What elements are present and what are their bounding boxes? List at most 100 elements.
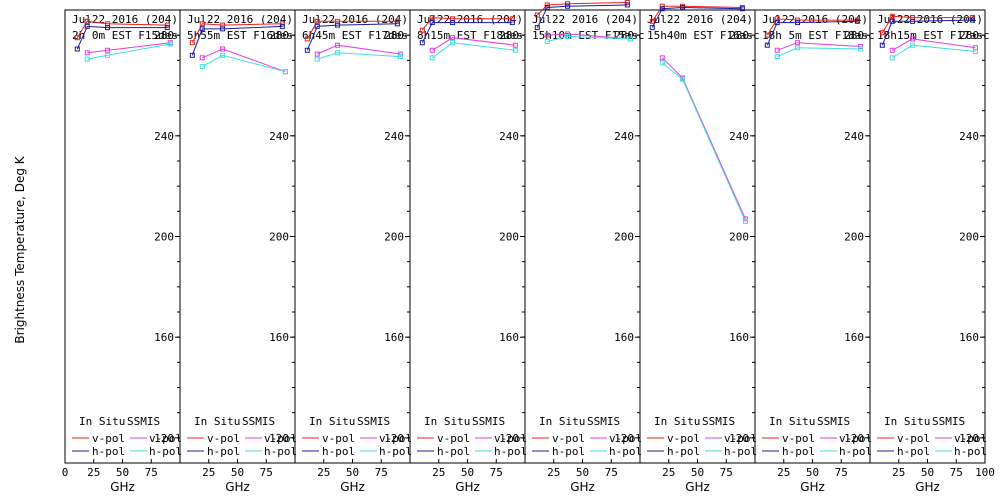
x-tick-label: 50 (691, 466, 704, 479)
data-point (220, 26, 226, 32)
legend-in-situ-label: In Situ (194, 415, 240, 428)
series-line (421, 17, 513, 31)
data-point (565, 33, 571, 39)
x-tick-label: 75 (835, 466, 848, 479)
series-line (76, 25, 168, 50)
y-tick-label: 240 (154, 130, 174, 143)
legend-ssmis-label: SSMIS (932, 415, 965, 428)
legend-ssmis-v-label: v-pol (264, 432, 297, 445)
data-point (282, 69, 288, 75)
data-point (544, 38, 550, 44)
legend-ssmis-h-label: h-pol (149, 445, 182, 458)
legend-ssmis-v-label: v-pol (954, 432, 987, 445)
y-tick-label: 160 (844, 331, 864, 344)
x-tick-label: 25 (87, 466, 100, 479)
data-point (429, 47, 435, 53)
x-tick-label: 50 (116, 466, 129, 479)
x-tick-label: 0 (62, 466, 69, 479)
y-axis-label: Brightness Temperature, Deg K (13, 155, 27, 343)
series-line (661, 57, 746, 220)
series-line (202, 48, 286, 73)
series-line (87, 42, 171, 54)
x-axis-label: GHz (685, 480, 710, 494)
y-tick-label: 280 (269, 29, 289, 42)
data-point (84, 23, 90, 29)
data-point (314, 23, 320, 29)
data-point (910, 18, 916, 24)
series-line (547, 35, 631, 42)
data-point (649, 18, 655, 24)
x-tick-label: 25 (547, 466, 560, 479)
y-tick-label: 120 (614, 432, 634, 445)
legend-in-situ-label: In Situ (539, 415, 585, 428)
x-tick-label: 50 (806, 466, 819, 479)
series-line (777, 42, 861, 51)
x-tick-label: 25 (432, 466, 445, 479)
data-point (742, 218, 748, 224)
x-tick-label: 75 (490, 466, 503, 479)
panel-title: Jul22 2016 (204) (187, 13, 293, 26)
data-point (450, 20, 456, 26)
legend-insitu-v-label: v-pol (897, 432, 930, 445)
panel-subtitle: 18h 5m EST F18asc (762, 29, 875, 42)
legend-insitu-v-label: v-pol (552, 432, 585, 445)
data-point (509, 20, 515, 26)
panel-title: Jul22 2016 (204) (877, 13, 983, 26)
series-line (766, 18, 858, 36)
x-tick-label: 50 (231, 466, 244, 479)
data-point (84, 18, 90, 24)
data-point (795, 40, 801, 46)
data-point (649, 25, 655, 31)
data-point (199, 64, 205, 70)
y-tick-label: 240 (269, 130, 289, 143)
y-tick-label: 200 (154, 231, 174, 244)
panel-title: Jul22 2016 (204) (532, 13, 638, 26)
data-point (304, 36, 310, 42)
panel-3: 120 160 200 240 280 25 50 75 GHz Jul22 2016 (204)… (294, 9, 412, 494)
series-line (881, 15, 973, 33)
x-axis-label: GHz (570, 480, 595, 494)
data-point (774, 20, 780, 26)
legend-insitu-h-label: h-pol (437, 445, 470, 458)
data-point (774, 47, 780, 53)
data-point (74, 46, 80, 52)
legend-ssmis-label: SSMIS (127, 415, 160, 428)
legend-insitu-h-label: h-pol (782, 445, 815, 458)
legend-ssmis-label: SSMIS (472, 415, 505, 428)
y-tick-label: 200 (959, 231, 979, 244)
data-point (739, 6, 745, 12)
data-point (314, 56, 320, 62)
legend-insitu-v-label: v-pol (322, 432, 355, 445)
series-line (651, 6, 743, 28)
data-point (220, 46, 226, 52)
y-tick-label: 160 (729, 331, 749, 344)
data-point (279, 21, 285, 27)
data-point (450, 40, 456, 46)
x-tick-label: 75 (375, 466, 388, 479)
data-point (199, 55, 205, 61)
data-point (879, 30, 885, 36)
data-point (680, 4, 686, 10)
legend-ssmis-label: SSMIS (702, 415, 735, 428)
series-line (191, 25, 283, 56)
y-tick-label: 160 (499, 331, 519, 344)
legend-in-situ-label: In Situ (884, 415, 930, 428)
panel-2: 120 160 200 240 280 25 50 75 GHz Jul22 2016 (204)… (179, 9, 297, 494)
data-point (624, 0, 630, 5)
legend-ssmis-label: SSMIS (587, 415, 620, 428)
y-tick-label: 160 (384, 331, 404, 344)
x-tick-label: 25 (202, 466, 215, 479)
data-point (335, 42, 341, 48)
y-tick-label: 280 (154, 29, 174, 42)
data-point (397, 51, 403, 57)
data-point (659, 55, 665, 61)
series-line (317, 52, 401, 60)
data-point (335, 22, 341, 28)
x-tick-label: 50 (346, 466, 359, 479)
legend-ssmis-label: SSMIS (817, 415, 850, 428)
